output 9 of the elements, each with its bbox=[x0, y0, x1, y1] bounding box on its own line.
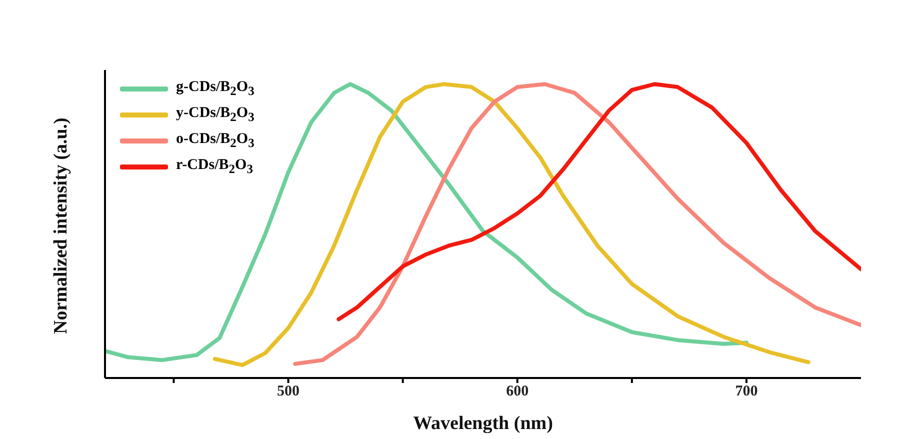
y-axis-title: Normalized intensity (a.u.) bbox=[50, 118, 72, 334]
x-tick-label: 500 bbox=[277, 384, 300, 400]
x-tick-label: 600 bbox=[506, 384, 529, 400]
legend-label: r-CDs/B$_{2}$O$_{3}$ bbox=[176, 157, 253, 176]
legend-label: y-CDs/B$_{2}$O$_{3}$ bbox=[176, 105, 254, 124]
legend-label: g-CDs/B$_{2}$O$_{3}$ bbox=[176, 79, 254, 98]
x-tick-label: 700 bbox=[735, 384, 758, 400]
legend-label: o-CDs/B$_{2}$O$_{3}$ bbox=[176, 131, 254, 150]
x-axis-title: Wavelength (nm) bbox=[413, 413, 553, 434]
